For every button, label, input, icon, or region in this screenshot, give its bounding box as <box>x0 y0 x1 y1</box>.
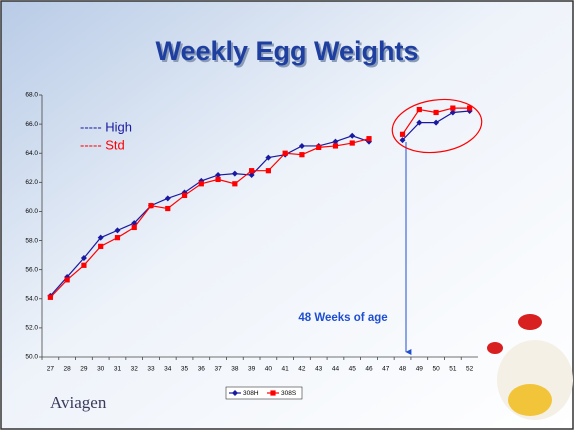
x-tick-label: 30 <box>97 366 105 373</box>
data-point <box>349 140 355 146</box>
data-point <box>450 105 456 111</box>
chart-title: Weekly Egg Weights <box>155 36 418 66</box>
legend-marker <box>232 390 238 396</box>
y-tick-label: 56.0 <box>25 266 38 273</box>
x-tick-label: 46 <box>365 366 373 373</box>
data-point <box>64 277 70 283</box>
x-tick-label: 50 <box>432 366 440 373</box>
data-point <box>316 144 322 150</box>
title-shadow: Weekly Egg Weights <box>157 38 420 68</box>
data-point <box>97 234 104 241</box>
logo: Aviagen <box>50 393 107 412</box>
data-point <box>198 181 204 187</box>
data-point <box>399 131 406 137</box>
data-point <box>248 172 255 179</box>
data-point <box>232 181 238 187</box>
x-tick-label: 29 <box>80 366 88 373</box>
annotation: 48 Weeks of age <box>298 312 387 324</box>
data-point <box>349 132 356 139</box>
highlight-ellipse <box>391 98 483 154</box>
x-tick-label: 47 <box>382 366 390 373</box>
x-tick-label: 36 <box>198 366 206 373</box>
y-tick-label: 64.0 <box>25 150 38 157</box>
data-point <box>131 224 137 231</box>
data-point <box>433 119 440 126</box>
x-tick-label: 41 <box>282 366 290 373</box>
y-tick-label: 66.0 <box>25 121 38 128</box>
data-point <box>47 294 53 300</box>
x-tick-label: 51 <box>449 366 457 373</box>
y-tick-label: 50.0 <box>25 354 38 361</box>
data-point <box>265 154 272 161</box>
x-tick-label: 45 <box>349 366 357 373</box>
data-point <box>282 150 288 156</box>
legend-box <box>225 386 303 400</box>
x-tick-label: 49 <box>416 366 424 373</box>
legend-label: 308S <box>281 390 297 397</box>
data-point <box>148 203 154 209</box>
x-tick-label: 32 <box>131 366 139 373</box>
data-point <box>299 152 305 158</box>
annotation: ----- High <box>80 119 132 134</box>
x-tick-label: 37 <box>214 366 222 373</box>
chicken-art <box>487 314 573 420</box>
data-point <box>81 262 87 268</box>
data-point <box>80 255 87 262</box>
data-point <box>449 109 456 116</box>
data-point <box>249 168 255 174</box>
data-point <box>332 143 339 149</box>
x-tick-label: 40 <box>265 366 273 373</box>
data-point <box>181 192 188 199</box>
y-tick-label: 68.0 <box>25 92 38 99</box>
data-point <box>165 205 171 212</box>
data-point <box>433 109 439 116</box>
series-line <box>49 138 370 298</box>
x-tick-label: 27 <box>47 366 55 373</box>
y-tick-label: 58.0 <box>25 237 38 244</box>
data-point <box>416 106 422 113</box>
x-tick-label: 31 <box>114 366 122 373</box>
data-point <box>164 195 171 202</box>
data-point <box>114 227 121 234</box>
y-tick-label: 54.0 <box>25 295 38 302</box>
data-point <box>98 243 104 249</box>
x-tick-label: 48 <box>399 366 407 373</box>
data-point <box>231 170 238 177</box>
data-point <box>416 119 423 126</box>
x-tick-label: 52 <box>466 366 474 373</box>
legend-label: 308H <box>243 390 259 397</box>
x-tick-label: 38 <box>231 366 239 373</box>
legend-marker <box>270 390 276 396</box>
data-point <box>265 168 271 174</box>
x-tick-label: 39 <box>248 366 256 373</box>
x-tick-label: 44 <box>332 366 340 373</box>
data-point <box>366 136 372 142</box>
data-point <box>215 172 222 179</box>
y-tick-label: 62.0 <box>25 179 38 186</box>
data-point <box>399 137 406 144</box>
data-point <box>114 235 121 241</box>
data-point <box>467 105 473 111</box>
x-tick-label: 42 <box>298 366 306 373</box>
data-point <box>215 176 221 183</box>
data-point <box>332 138 339 145</box>
x-tick-label: 28 <box>64 366 72 373</box>
y-tick-label: 60.0 <box>25 208 38 215</box>
y-tick-label: 52.0 <box>25 325 38 332</box>
x-tick-label: 33 <box>147 366 155 373</box>
x-tick-label: 35 <box>181 366 189 373</box>
x-tick-label: 43 <box>315 366 323 373</box>
x-tick-label: 34 <box>164 366 172 373</box>
data-point <box>298 142 305 149</box>
annotation: ----- Std <box>80 137 125 152</box>
